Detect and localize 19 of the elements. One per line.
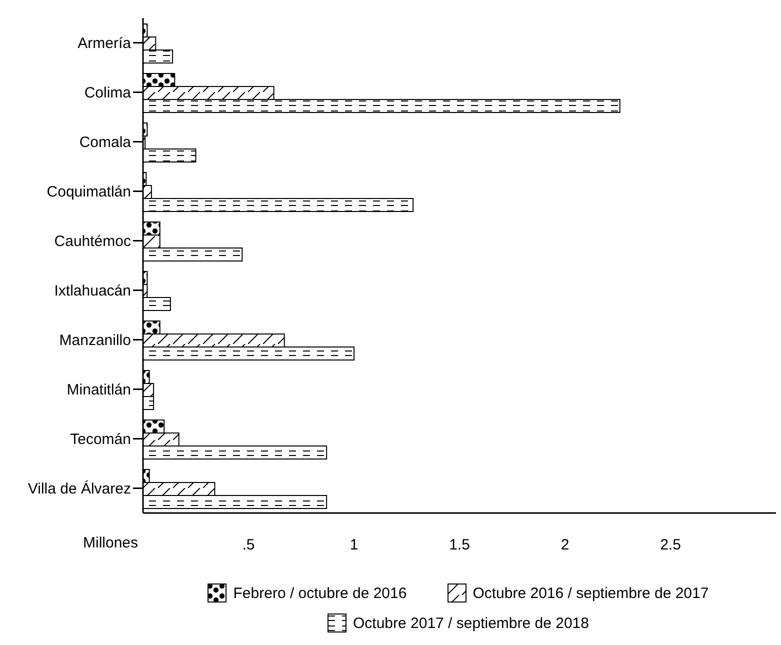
x-tick-label: 1 (350, 536, 358, 554)
y-tick-label: Cauhtémoc (54, 233, 132, 250)
y-tick-label: Coquimatlán (46, 184, 131, 201)
y-tick-label: Ixtlahuacán (54, 282, 131, 300)
y-tick-label: Manzanillo (59, 332, 131, 350)
x-tick-label: 2.5 (660, 536, 681, 554)
y-tick-label: Minatitlán (66, 382, 131, 399)
legend-label: Octubre 2016 / septiembre de 2017 (472, 584, 709, 602)
x-axis-title: Millones (83, 534, 138, 552)
y-tick-label: Colima (84, 84, 132, 102)
y-tick-label: Villa de Álvarez (28, 480, 131, 498)
legend-label: Octubre 2017 / septiembre de 2018 (353, 614, 589, 632)
x-tick-label: .5 (242, 536, 255, 554)
x-tick-label: 1.5 (449, 536, 470, 554)
y-tick-label: Armería (78, 35, 132, 52)
x-tick-label: 2 (560, 536, 570, 554)
legend-label: Febrero / octubre de 2016 (233, 584, 407, 602)
y-tick-label: Tecomán (70, 431, 131, 448)
y-tick-label: Comala (79, 134, 132, 152)
